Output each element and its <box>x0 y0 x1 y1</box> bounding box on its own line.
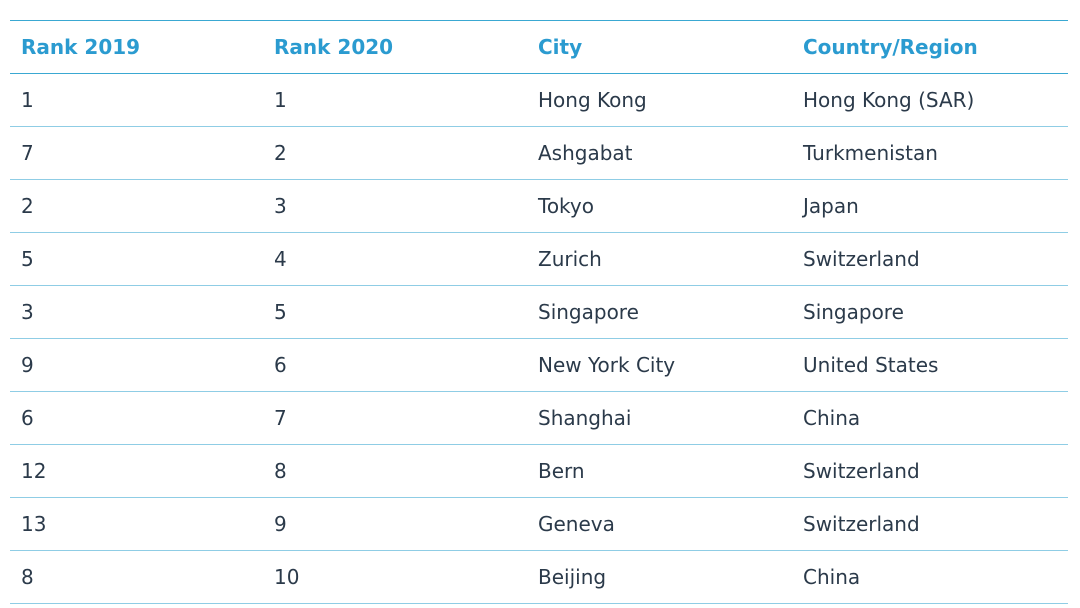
table-row: 1 1 Hong Kong Hong Kong (SAR) <box>10 74 1068 127</box>
rank-2019-cell: 9 <box>21 353 34 377</box>
column-header-country-region: Country/Region <box>803 35 978 59</box>
table-row: 9 6 New York City United States <box>10 339 1068 392</box>
rank-2019-cell: 7 <box>21 141 34 165</box>
country-region-cell: Singapore <box>803 300 904 324</box>
city-cell: Shanghai <box>538 406 632 430</box>
rank-2020-cell: 9 <box>274 512 287 536</box>
table-header-row: Rank 2019 Rank 2020 City Country/Region <box>10 21 1068 74</box>
rank-2020-cell: 4 <box>274 247 287 271</box>
city-cell: Hong Kong <box>538 88 647 112</box>
rank-2020-cell: 10 <box>274 565 300 589</box>
rank-2019-cell: 1 <box>21 88 34 112</box>
city-cell: Zurich <box>538 247 602 271</box>
rank-2020-cell: 3 <box>274 194 287 218</box>
table-row: 13 9 Geneva Switzerland <box>10 498 1068 551</box>
rank-2019-cell: 3 <box>21 300 34 324</box>
city-cell: New York City <box>538 353 676 377</box>
country-region-cell: Turkmenistan <box>803 141 938 165</box>
city-cell: Geneva <box>538 512 615 536</box>
rank-2019-cell: 2 <box>21 194 34 218</box>
table-row: 7 2 Ashgabat Turkmenistan <box>10 127 1068 180</box>
country-region-cell: Switzerland <box>803 512 920 536</box>
country-region-cell: China <box>803 406 861 430</box>
rank-2019-cell: 13 <box>21 512 47 536</box>
city-cell: Singapore <box>538 300 639 324</box>
rank-2020-cell: 7 <box>274 406 287 430</box>
rank-2019-cell: 12 <box>21 459 47 483</box>
table-row: 12 8 Bern Switzerland <box>10 445 1068 498</box>
city-cell: Ashgabat <box>538 141 633 165</box>
column-header-city: City <box>538 35 583 59</box>
rank-2020-cell: 6 <box>274 353 287 377</box>
country-region-cell: United States <box>803 353 939 377</box>
rank-2019-cell: 8 <box>21 565 34 589</box>
rank-2019-cell: 6 <box>21 406 34 430</box>
rank-2020-cell: 8 <box>274 459 287 483</box>
country-region-cell: Hong Kong (SAR) <box>803 88 975 112</box>
column-header-rank-2020: Rank 2020 <box>274 35 394 59</box>
country-region-cell: China <box>803 565 861 589</box>
column-header-rank-2019: Rank 2019 <box>21 35 141 59</box>
ranking-table: Rank 2019 Rank 2020 City Country/Region … <box>10 20 1068 604</box>
country-region-cell: Switzerland <box>803 459 920 483</box>
table-row: 6 7 Shanghai China <box>10 392 1068 445</box>
table-row: 5 4 Zurich Switzerland <box>10 233 1068 286</box>
city-cell: Beijing <box>538 565 607 589</box>
country-region-cell: Switzerland <box>803 247 920 271</box>
rank-2020-cell: 1 <box>274 88 287 112</box>
country-region-cell: Japan <box>803 194 859 218</box>
table-row: 3 5 Singapore Singapore <box>10 286 1068 339</box>
table-row: 8 10 Beijing China <box>10 551 1068 604</box>
rank-2020-cell: 2 <box>274 141 287 165</box>
table-row: 2 3 Tokyo Japan <box>10 180 1068 233</box>
rank-2020-cell: 5 <box>274 300 287 324</box>
city-cell: Bern <box>538 459 585 483</box>
rank-2019-cell: 5 <box>21 247 34 271</box>
city-cell: Tokyo <box>538 194 594 218</box>
